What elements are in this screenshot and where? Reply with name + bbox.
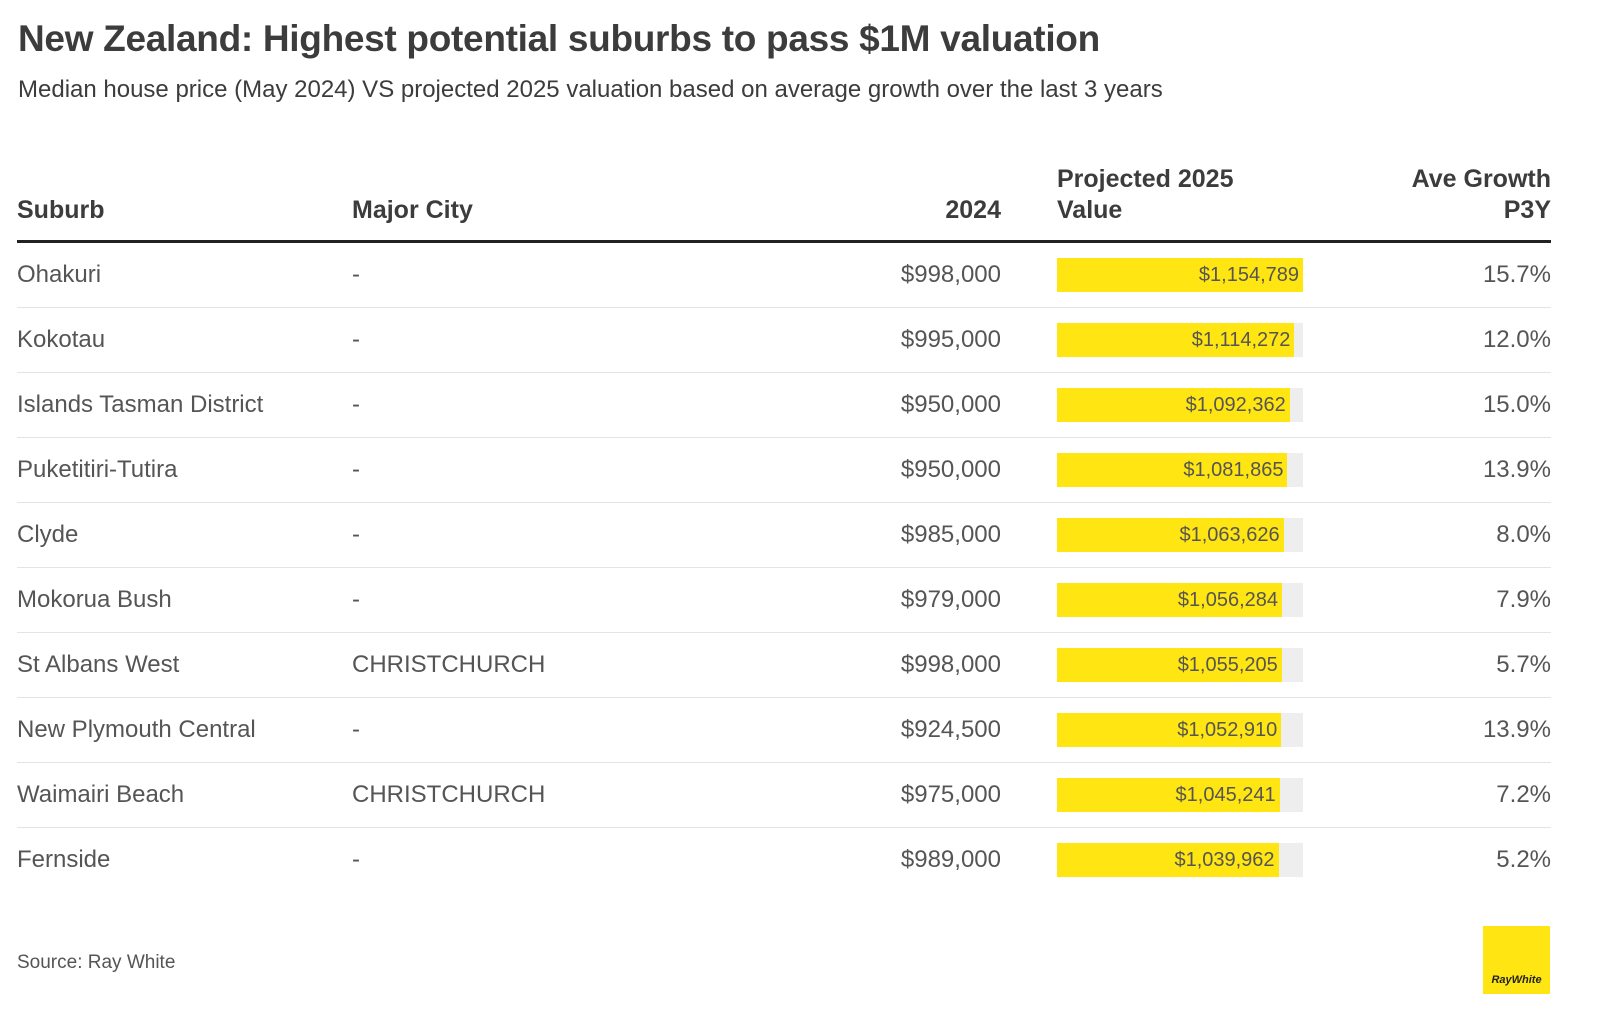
suburb-cell: St Albans West <box>17 651 180 678</box>
projected-bar-track: $1,056,284 <box>1057 583 1303 617</box>
projected-bar <box>1057 453 1288 487</box>
growth-cell: 7.9% <box>1496 586 1551 613</box>
header-growth: Ave Growth P3Y <box>1412 164 1551 226</box>
price-2024-cell: $979,000 <box>900 586 1001 613</box>
header-growth-line1: Ave Growth <box>1411 165 1551 193</box>
projected-value-label: $1,055,205 <box>1177 654 1278 676</box>
projected-value-label: $1,045,241 <box>1175 784 1276 806</box>
projected-value-label: $1,092,362 <box>1185 394 1286 416</box>
projected-bar <box>1057 648 1282 682</box>
major-city-cell: CHRISTCHURCH <box>352 781 546 808</box>
header-projected: Projected 2025 Value <box>1057 164 1234 226</box>
table-row: Fernside - $989,000 $1,039,962 5.2% <box>17 828 1551 892</box>
major-city-cell: - <box>352 326 360 353</box>
projected-value-label: $1,081,865 <box>1183 459 1284 481</box>
projected-bar <box>1057 843 1279 877</box>
projected-bar <box>1057 583 1283 617</box>
header-major-city: Major City <box>352 196 473 224</box>
projected-bar-track: $1,063,626 <box>1057 518 1303 552</box>
table-row: St Albans West CHRISTCHURCH $998,000 $1,055… <box>17 633 1551 698</box>
suburb-cell: Islands Tasman District <box>17 391 264 418</box>
growth-cell: 7.2% <box>1496 781 1551 808</box>
suburb-cell: Kokotau <box>17 326 106 353</box>
logo-text: RayWhite <box>1491 974 1542 986</box>
projected-bar-track: $1,039,962 <box>1057 843 1303 877</box>
major-city-cell: - <box>352 391 360 418</box>
projected-bar <box>1057 518 1284 552</box>
price-2024-cell: $950,000 <box>900 456 1001 483</box>
projected-bar <box>1057 388 1290 422</box>
projected-bar <box>1057 323 1295 357</box>
price-2024-cell: $924,500 <box>900 716 1001 743</box>
projected-value-label: $1,039,962 <box>1174 849 1275 871</box>
projected-bar-track: $1,052,910 <box>1057 713 1303 747</box>
growth-cell: 13.9% <box>1482 456 1551 483</box>
growth-cell: 5.7% <box>1496 651 1551 678</box>
price-2024-cell: $975,000 <box>900 781 1001 808</box>
suburb-cell: Puketitiri-Tutira <box>17 456 178 483</box>
price-2024-cell: $995,000 <box>900 326 1001 353</box>
major-city-cell: CHRISTCHURCH <box>352 651 546 678</box>
projected-bar-track: $1,114,272 <box>1057 323 1303 357</box>
suburb-cell: Waimairi Beach <box>17 781 185 808</box>
suburb-cell: New Plymouth Central <box>17 716 256 743</box>
growth-cell: 15.0% <box>1482 391 1551 418</box>
ray-white-logo: RayWhite <box>1483 926 1550 994</box>
table-row: New Plymouth Central - $924,500 $1,052,910 1… <box>17 698 1551 763</box>
projected-value-label: $1,056,284 <box>1177 589 1279 611</box>
projected-bar-track: $1,081,865 <box>1057 453 1303 487</box>
header-projected-line2: Value <box>1057 196 1123 224</box>
table-row: Clyde - $985,000 $1,063,626 8.0% <box>17 503 1551 568</box>
major-city-cell: - <box>352 716 360 743</box>
growth-cell: 8.0% <box>1496 521 1551 548</box>
table-body: Ohakuri - $998,000 $1,154,789 15.7% Kokotau - $… <box>17 243 1551 892</box>
projected-bar <box>1057 778 1280 812</box>
table-row: Islands Tasman District - $950,000 $1,092,3… <box>17 373 1551 438</box>
major-city-cell: - <box>352 586 360 613</box>
major-city-cell: - <box>352 846 360 873</box>
projected-bar-track: $1,055,205 <box>1057 648 1303 682</box>
suburb-cell: Clyde <box>17 521 79 548</box>
major-city-cell: - <box>352 521 360 548</box>
price-2024-cell: $989,000 <box>900 846 1001 873</box>
price-2024-cell: $950,000 <box>900 391 1001 418</box>
table-row: Puketitiri-Tutira - $950,000 $1,081,865 13.9… <box>17 438 1551 503</box>
projected-value-label: $1,154,789 <box>1198 264 1299 286</box>
growth-cell: 15.7% <box>1482 261 1551 288</box>
header-projected-line1: Projected 2025 <box>1057 165 1234 193</box>
chart-title: New Zealand: Highest potential suburbs t… <box>18 18 1100 59</box>
chart-subtitle: Median house price (May 2024) VS project… <box>18 76 1163 103</box>
data-table: Suburb Major City 2024 Projected 2025 Va… <box>17 160 1551 892</box>
price-2024-cell: $985,000 <box>900 521 1001 548</box>
growth-cell: 5.2% <box>1496 846 1551 873</box>
major-city-cell: - <box>352 261 360 288</box>
growth-cell: 12.0% <box>1482 326 1551 353</box>
table-row: Waimairi Beach CHRISTCHURCH $975,000 $1,045… <box>17 763 1551 828</box>
projected-value-label: $1,052,910 <box>1177 719 1278 741</box>
projected-bar-track: $1,045,241 <box>1057 778 1303 812</box>
table-header: Suburb Major City 2024 Projected 2025 Va… <box>17 160 1551 243</box>
projected-bar-track: $1,092,362 <box>1057 388 1303 422</box>
projected-value-label: $1,063,626 <box>1179 524 1280 546</box>
projected-value-label: $1,114,272 <box>1191 329 1291 351</box>
header-growth-line2: P3Y <box>1503 196 1551 224</box>
suburb-cell: Ohakuri <box>17 261 102 288</box>
source-note: Source: Ray White <box>17 952 176 973</box>
projected-bar <box>1057 713 1282 747</box>
price-2024-cell: $998,000 <box>900 261 1001 288</box>
suburb-cell: Mokorua Bush <box>17 586 172 613</box>
growth-cell: 13.9% <box>1482 716 1551 743</box>
projected-bar-track: $1,154,789 <box>1057 258 1303 292</box>
projected-bar <box>1057 258 1303 292</box>
suburb-cell: Fernside <box>17 846 111 873</box>
table-row: Mokorua Bush - $979,000 $1,056,284 7.9% <box>17 568 1551 633</box>
table-row: Ohakuri - $998,000 $1,154,789 15.7% <box>17 243 1551 308</box>
table-row: Kokotau - $995,000 $1,114,272 12.0% <box>17 308 1551 373</box>
header-2024: 2024 <box>945 196 1001 224</box>
major-city-cell: - <box>352 456 360 483</box>
price-2024-cell: $998,000 <box>900 651 1001 678</box>
header-suburb: Suburb <box>17 196 105 224</box>
